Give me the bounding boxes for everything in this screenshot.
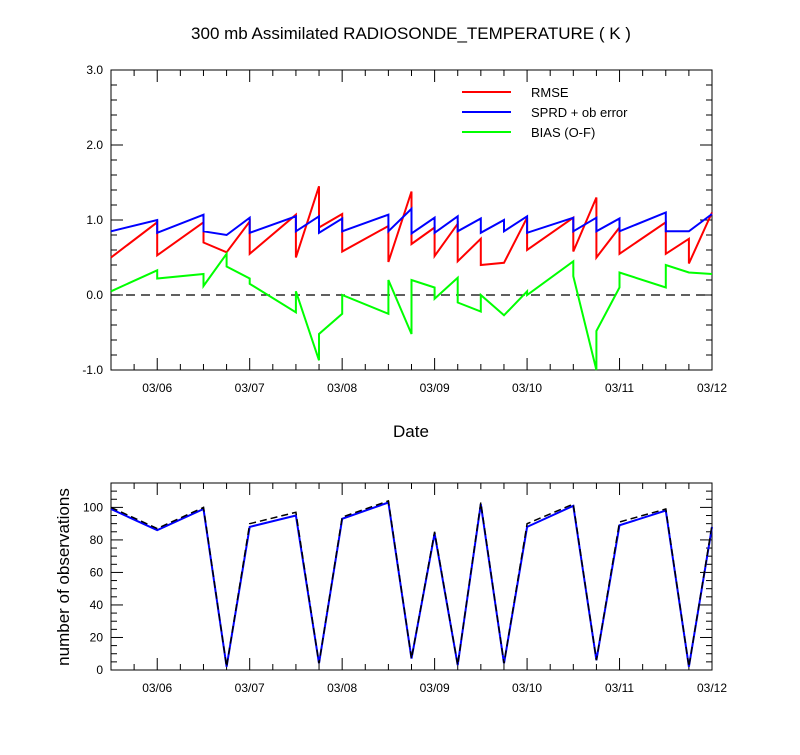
x-tick-label: 03/12 xyxy=(697,381,727,395)
x-tick-label: 03/09 xyxy=(420,681,450,695)
y-tick-label: 0.0 xyxy=(86,288,103,302)
series-line-bias-o-f xyxy=(110,250,713,371)
x-tick-label: 03/06 xyxy=(142,681,172,695)
y-tick-label: 1.0 xyxy=(86,213,103,227)
legend-label: SPRD + ob error xyxy=(531,105,628,120)
y-tick-label: 40 xyxy=(90,598,104,612)
y-tick-label: 100 xyxy=(83,500,103,514)
x-tick-label: 03/07 xyxy=(235,681,265,695)
x-tick-label: 03/06 xyxy=(142,381,172,395)
x-tick-label: 03/10 xyxy=(512,681,542,695)
x-tick-label: 03/07 xyxy=(235,381,265,395)
x-tick-label: 03/08 xyxy=(327,381,357,395)
y-tick-label: 2.0 xyxy=(86,138,103,152)
x-axis-title: Date xyxy=(393,422,429,441)
bottom-panel: 03/06 03/07 03/08 03/09 03/10 03/11 03/12 0 20 40… xyxy=(83,482,727,695)
legend-label: RMSE xyxy=(531,85,569,100)
x-tick-label: 03/10 xyxy=(512,381,542,395)
y-tick-label: -1.0 xyxy=(82,363,103,377)
series-line-series-0 xyxy=(110,501,713,667)
legend: RMSE SPRD + ob error BIAS (O-F) xyxy=(462,85,628,140)
x-tick-label: 03/09 xyxy=(420,381,450,395)
top-panel: 03/06 03/07 03/08 03/09 03/10 03/11 03/12 -1.0 0… xyxy=(82,63,727,395)
x-tick-label: 03/08 xyxy=(327,681,357,695)
y-axis-title-observations: number of observations xyxy=(54,488,73,666)
x-tick-label: 03/12 xyxy=(697,681,727,695)
y-tick-label: 20 xyxy=(90,630,104,644)
y-tick-label: 60 xyxy=(90,565,104,579)
series-line-series-1 xyxy=(110,499,713,667)
y-tick-label: 0 xyxy=(96,663,103,677)
y-tick-label: 80 xyxy=(90,533,104,547)
chart-title: 300 mb Assimilated RADIOSONDE_TEMPERATUR… xyxy=(191,24,631,43)
y-tick-label: 3.0 xyxy=(86,63,103,77)
legend-label: BIAS (O-F) xyxy=(531,125,595,140)
x-tick-label: 03/11 xyxy=(605,681,634,695)
series-line-sprd-ob-error xyxy=(110,206,713,237)
x-tick-label: 03/11 xyxy=(605,381,634,395)
